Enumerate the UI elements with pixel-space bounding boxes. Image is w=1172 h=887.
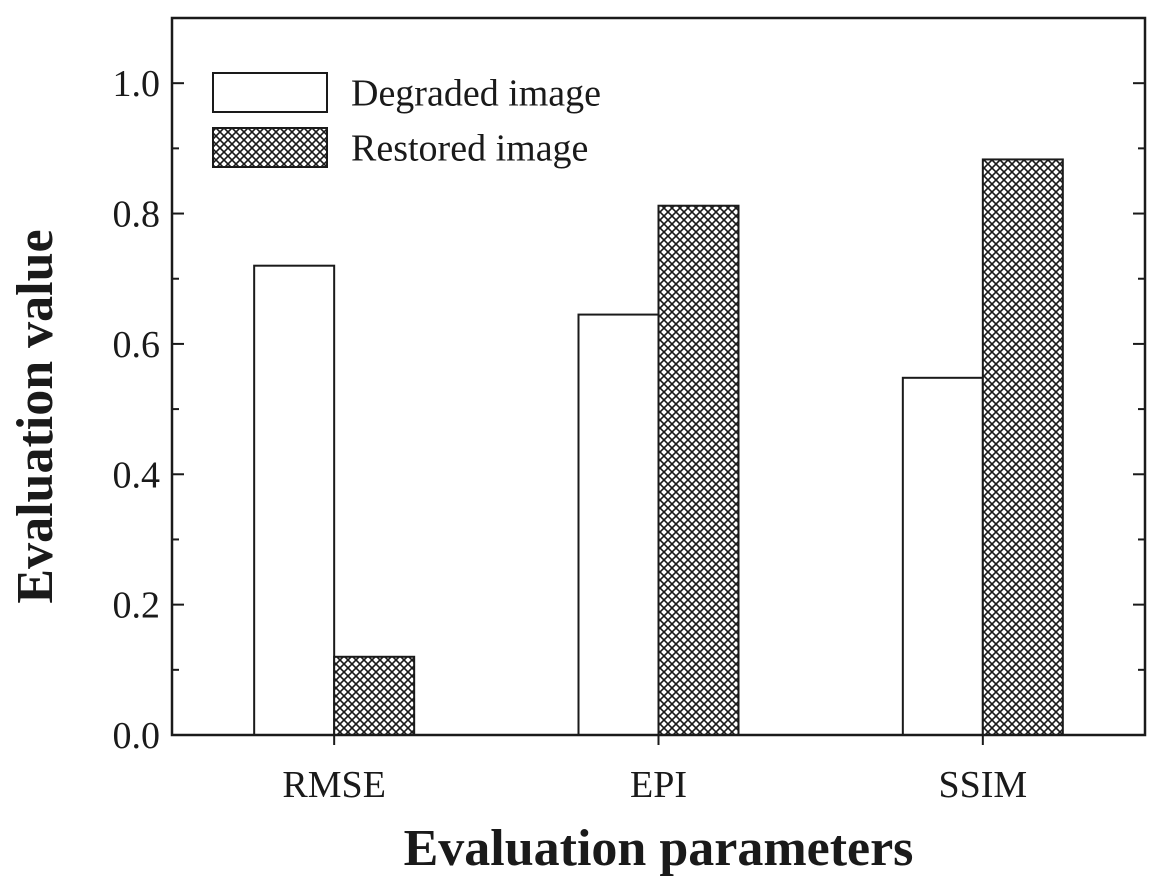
bar-epi-restored-image — [657, 204, 740, 736]
legend-label: Restored image — [351, 128, 588, 170]
bar-ssim-restored-image — [981, 158, 1064, 737]
legend-swatch-degraded-image — [212, 72, 328, 113]
y-tick-label: 0.4 — [113, 454, 161, 496]
y-tick-label: 0.2 — [113, 585, 161, 627]
legend-label: Degraded image — [351, 73, 601, 115]
y-tick-label: 1.0 — [113, 63, 161, 105]
bar-ssim-degraded-image — [901, 376, 984, 736]
y-tick-label: 0.6 — [113, 324, 161, 366]
y-tick-label: 0.0 — [113, 715, 161, 757]
y-axis-title: Evaluation value — [7, 229, 64, 603]
y-tick-label: 0.8 — [113, 194, 161, 236]
bar-epi-degraded-image — [577, 313, 660, 736]
axis-ticks — [172, 17, 1145, 745]
bars-layer — [253, 158, 1064, 737]
legend: Degraded image Restored image — [212, 72, 601, 170]
x-tick-label: SSIM — [938, 764, 1027, 806]
x-axis-title: Evaluation parameters — [404, 820, 914, 877]
bar-rmse-degraded-image — [253, 264, 336, 736]
bar-rmse-restored-image — [333, 655, 416, 736]
x-tick-label: RMSE — [282, 764, 385, 806]
legend-swatch-restored-image — [212, 127, 328, 168]
x-tick-labels: RMSE EPI SSIM — [282, 764, 1027, 806]
x-tick-label: EPI — [630, 764, 687, 806]
y-tick-labels: 0.0 0.2 0.4 0.6 0.8 1.0 — [113, 63, 161, 757]
